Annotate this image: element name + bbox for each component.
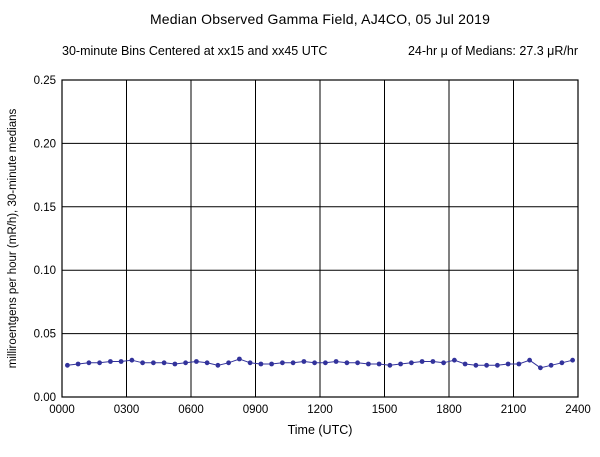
x-tick-label: 1500 bbox=[372, 404, 398, 416]
x-tick-label: 1200 bbox=[307, 404, 333, 416]
data-point bbox=[355, 360, 360, 366]
chart-subtitle: 30-minute Bins Centered at xx15 and xx45… bbox=[62, 44, 578, 58]
data-point bbox=[290, 360, 296, 366]
data-point bbox=[516, 361, 522, 367]
data-point bbox=[269, 361, 274, 367]
x-tick-label: 1800 bbox=[436, 404, 462, 416]
y-tick-label: 0.00 bbox=[34, 392, 56, 404]
plot-frame bbox=[61, 79, 579, 398]
data-point bbox=[484, 362, 489, 368]
data-point bbox=[161, 360, 167, 366]
data-point bbox=[86, 360, 92, 366]
data-point bbox=[172, 361, 178, 367]
data-point bbox=[527, 357, 532, 363]
data-point bbox=[376, 361, 382, 367]
data-point bbox=[280, 360, 285, 366]
data-point bbox=[237, 356, 242, 362]
data-point bbox=[129, 357, 135, 363]
data-point bbox=[452, 357, 457, 363]
x-tick-label: 0600 bbox=[178, 404, 204, 416]
chart-subtitle-mean: 24-hr μ of Medians: 27.3 μR/hr bbox=[407, 44, 578, 58]
data-point bbox=[333, 359, 339, 364]
data-point bbox=[473, 362, 479, 368]
data-point bbox=[194, 359, 199, 364]
data-point bbox=[75, 361, 81, 367]
data-point bbox=[312, 360, 317, 366]
data-point bbox=[204, 360, 210, 366]
chart-title: Median Observed Gamma Field, AJ4CO, 05 J… bbox=[149, 11, 491, 27]
x-tick-label: 2400 bbox=[565, 404, 591, 416]
y-axis-label: milliroentgens per hour (mR/h), 30-minut… bbox=[7, 109, 19, 369]
data-point bbox=[409, 360, 414, 366]
chart-subtitle-bins: 30-minute Bins Centered at xx15 and xx45… bbox=[62, 44, 328, 58]
data-point bbox=[495, 362, 500, 368]
data-point bbox=[462, 361, 468, 367]
data-point bbox=[366, 361, 371, 367]
data-point bbox=[441, 360, 446, 366]
data-point bbox=[226, 360, 232, 366]
data-point bbox=[301, 359, 307, 364]
x-tick-label: 2100 bbox=[501, 404, 527, 416]
y-tick-label: 0.10 bbox=[34, 265, 56, 277]
data-point bbox=[118, 359, 124, 364]
y-tick-label: 0.20 bbox=[34, 138, 56, 150]
data-point bbox=[419, 359, 425, 364]
data-point bbox=[570, 357, 575, 363]
data-point bbox=[108, 359, 113, 364]
y-tick-label: 0.25 bbox=[34, 75, 56, 87]
data-point bbox=[65, 362, 70, 368]
data-point bbox=[140, 360, 146, 366]
x-tick-label: 0900 bbox=[243, 404, 269, 416]
data-point bbox=[430, 359, 436, 364]
x-axis-label: Time (UTC) bbox=[288, 423, 353, 437]
y-tick-label: 0.05 bbox=[34, 329, 56, 341]
data-point bbox=[247, 360, 253, 366]
data-point bbox=[344, 360, 350, 366]
data-point bbox=[97, 360, 102, 366]
data-point bbox=[183, 360, 189, 366]
data-point bbox=[398, 361, 403, 367]
data-point bbox=[323, 360, 328, 366]
data-point bbox=[505, 361, 511, 367]
data-point bbox=[258, 361, 264, 367]
data-point bbox=[151, 360, 156, 366]
x-tick-label: 0000 bbox=[49, 404, 75, 416]
data-point bbox=[559, 360, 565, 366]
data-point bbox=[538, 365, 543, 371]
data-point bbox=[387, 362, 393, 368]
data-point bbox=[548, 362, 554, 368]
y-tick-label: 0.15 bbox=[34, 202, 56, 214]
x-tick-label: 0300 bbox=[114, 404, 140, 416]
data-point bbox=[215, 362, 221, 368]
